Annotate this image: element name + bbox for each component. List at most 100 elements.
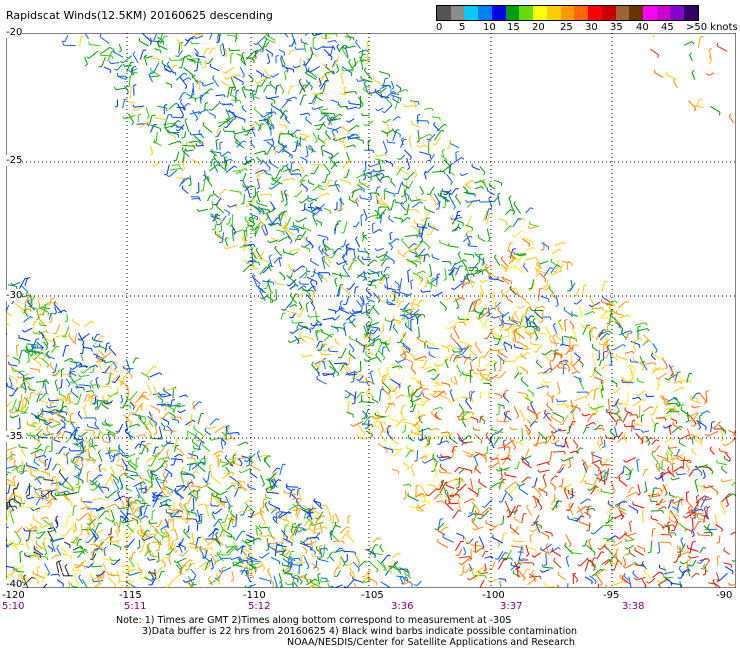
wind-barb [594, 463, 600, 469]
wind-barb-feather [457, 251, 461, 255]
wind-barb [328, 308, 336, 312]
wind-barb [671, 425, 681, 433]
wind-barb [502, 515, 505, 524]
wind-barb-feather [601, 445, 606, 449]
wind-barb [395, 394, 403, 399]
wind-barb [433, 462, 438, 472]
wind-barb [557, 464, 563, 474]
wind-barb [165, 486, 173, 491]
wind-barb [486, 370, 492, 380]
wind-barb [331, 126, 343, 132]
wind-barb [299, 306, 305, 317]
wind-barb-feather [673, 404, 677, 408]
wind-barb-feather [309, 327, 314, 330]
wind-barb-feather [407, 269, 411, 272]
wind-barb-feather [202, 178, 206, 181]
wind-barb [576, 505, 587, 514]
wind-barb-feather [603, 568, 607, 572]
wind-barb [303, 43, 307, 53]
wind-barb-feather [434, 411, 438, 415]
wind-barb [209, 164, 218, 172]
wind-barb [406, 203, 410, 215]
wind-barb-feather [710, 533, 713, 537]
wind-barb [570, 352, 573, 365]
wind-barb [473, 268, 482, 275]
wind-barb-feather [515, 567, 518, 571]
wind-barb-feather [419, 240, 423, 243]
wind-barb-feather [293, 282, 296, 286]
wind-barb-feather [320, 110, 323, 115]
wind-barb-feather [514, 263, 516, 267]
wind-barb [600, 364, 606, 371]
wind-barb [322, 248, 333, 251]
wind-barb [471, 505, 475, 514]
wind-barb [383, 446, 393, 451]
wind-barb [424, 241, 430, 248]
wind-barb-feather [699, 414, 703, 417]
wind-barb-feather [721, 465, 723, 469]
wind-barb-feather [529, 534, 533, 537]
wind-barb-feather [184, 118, 188, 121]
wind-barb-feather [535, 520, 539, 524]
wind-barb [470, 478, 474, 489]
wind-barb [615, 403, 621, 413]
wind-barb [444, 361, 449, 369]
wind-barb-feather [422, 270, 426, 274]
wind-barb [299, 136, 302, 145]
wind-barb [278, 49, 285, 54]
wind-barb [590, 560, 596, 569]
wind-barb [458, 477, 460, 488]
wind-barb [365, 430, 373, 435]
wind-barb-feather [268, 159, 271, 163]
wind-barb [456, 342, 463, 351]
wind-barb [498, 335, 511, 339]
wind-barb-feather [189, 559, 193, 562]
wind-barb [268, 256, 273, 268]
wind-barb [309, 315, 320, 318]
wind-barb-feather [222, 54, 226, 57]
wind-barb [435, 364, 439, 375]
wind-barb-feather [62, 42, 65, 46]
wind-barb-feather [526, 504, 529, 508]
wind-barb-feather [683, 515, 687, 519]
wind-barb [227, 114, 237, 121]
wind-barb [255, 84, 259, 95]
wind-barb [403, 307, 406, 319]
wind-barb [357, 436, 367, 440]
wind-barb-feather [479, 356, 483, 359]
wind-barb-feather [563, 451, 566, 455]
wind-barb [470, 416, 478, 421]
wind-barb [355, 340, 366, 348]
wind-barb [536, 461, 548, 466]
wind-barb [599, 333, 608, 341]
wind-barb-feather [362, 433, 366, 437]
wind-barb [189, 175, 192, 185]
wind-barb-feather [295, 219, 299, 223]
wind-barb [618, 508, 627, 515]
wind-barb-feather [269, 80, 272, 84]
wind-barb [248, 217, 256, 222]
wind-barb [322, 359, 326, 370]
wind-barb-feather [386, 273, 390, 277]
wind-barb-feather [417, 304, 420, 308]
wind-barb [363, 247, 370, 256]
wind-barb [467, 193, 475, 195]
wind-barb-feather [676, 452, 678, 456]
wind-barb-feather [230, 52, 235, 55]
wind-barb-feather [271, 138, 275, 142]
wind-barb [581, 458, 589, 468]
wind-barb-feather [643, 435, 647, 438]
wind-barb [405, 450, 411, 458]
wind-barb-feather [662, 472, 666, 474]
wind-barb [619, 314, 628, 319]
wind-barb-feather [417, 426, 421, 430]
wind-barb [622, 465, 625, 473]
wind-barb-feather [713, 523, 717, 526]
wind-barb [691, 529, 695, 536]
wind-barb-feather [577, 370, 581, 374]
wind-barb [422, 290, 431, 293]
wind-barb [357, 258, 365, 266]
wind-barb [390, 378, 401, 386]
wind-barb [589, 332, 592, 341]
wind-barb [312, 206, 319, 212]
